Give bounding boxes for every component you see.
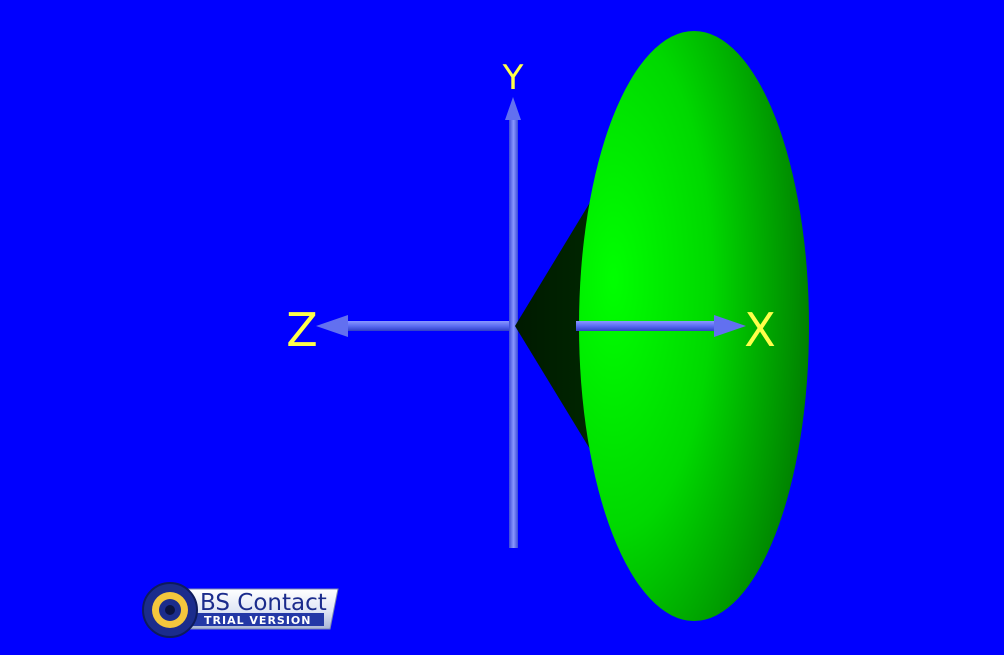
z-axis-arrowhead	[316, 315, 348, 337]
logo-subtitle-bar	[184, 613, 324, 626]
z-axis-label: Z	[286, 303, 318, 357]
bs-contact-logo[interactable]: BS Contact TRIAL VERSION	[142, 582, 339, 638]
y-axis-label: Y	[502, 58, 524, 98]
x-axis	[576, 315, 746, 337]
y-axis-arrowhead	[505, 97, 521, 120]
y-axis	[505, 97, 521, 548]
logo-brand-text: BS Contact	[200, 590, 327, 616]
x-axis-arrowhead	[714, 315, 746, 337]
z-axis	[316, 315, 516, 337]
logo-subtitle-text: TRIAL VERSION	[204, 614, 312, 627]
x-axis-label: X	[744, 303, 776, 357]
